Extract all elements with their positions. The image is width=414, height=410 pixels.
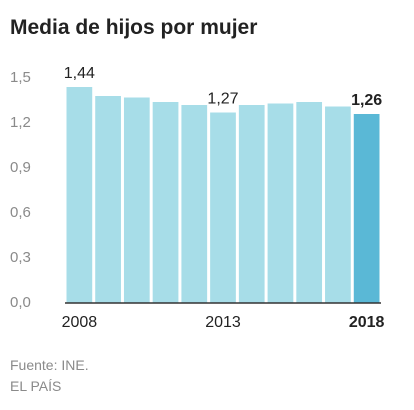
bar-2015 <box>267 103 294 303</box>
data-label-2018: 1,26 <box>351 92 382 109</box>
bar-2012 <box>181 105 208 303</box>
x-tick-label-2018: 2018 <box>349 314 385 331</box>
y-axis-ticks: 1,5 1,2 0,9 0,6 0,3 0,0 <box>10 69 31 311</box>
bar-2010 <box>123 97 150 303</box>
bar-2014 <box>238 105 265 303</box>
y-tick-label: 0,0 <box>10 294 31 311</box>
bar-2009 <box>95 96 121 303</box>
data-label-2008: 1,44 <box>64 65 95 82</box>
x-tick-label-2008: 2008 <box>62 314 98 331</box>
bars <box>66 87 380 303</box>
y-tick-label: 1,5 <box>10 69 31 86</box>
y-tick-label: 0,9 <box>10 159 31 176</box>
data-labels: 1,44 1,27 1,26 <box>64 65 383 109</box>
source-note: Fuente: INE. <box>10 357 89 373</box>
bar-2011 <box>152 102 179 303</box>
bar-2017 <box>325 106 351 303</box>
publisher-brand: EL PAÍS <box>10 378 62 394</box>
bar-chart: 1,5 1,2 0,9 0,6 0,3 0,0 1,44 1,27 1,26 2008 2013… <box>10 65 385 331</box>
x-axis-ticks: 2008 2013 2018 <box>62 314 385 331</box>
y-tick-label: 0,6 <box>10 204 31 221</box>
y-tick-label: 0,3 <box>10 249 31 266</box>
bar-2013 <box>210 112 236 303</box>
bar-2018 <box>353 114 380 303</box>
bar-2008 <box>66 87 93 303</box>
bar-2016 <box>296 102 323 303</box>
chart-title: Media de hijos por mujer <box>10 16 258 39</box>
y-tick-label: 1,2 <box>10 114 31 131</box>
x-tick-label-2013: 2013 <box>205 314 241 331</box>
data-label-2013: 1,27 <box>207 91 238 108</box>
